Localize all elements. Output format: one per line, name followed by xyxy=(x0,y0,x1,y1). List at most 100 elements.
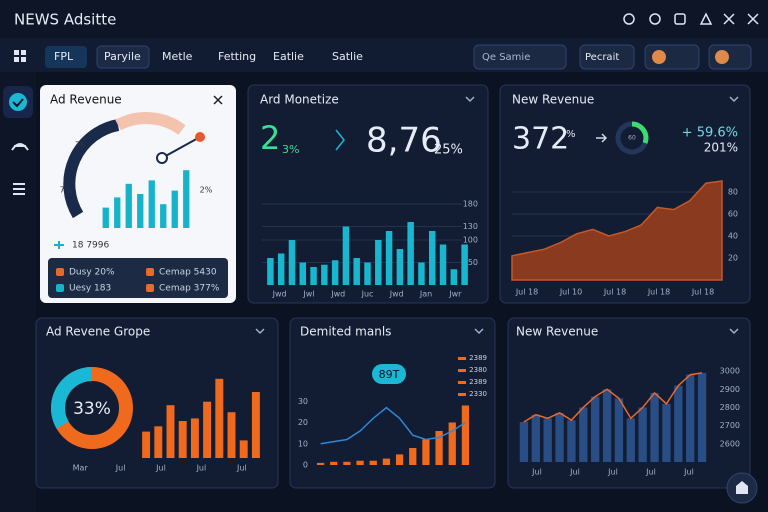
bar xyxy=(215,378,224,458)
x-tick-label: Jul xyxy=(683,468,694,477)
window-icons xyxy=(623,12,759,25)
bar xyxy=(267,258,274,285)
bar xyxy=(288,240,296,285)
chevrons[interactable] xyxy=(255,96,739,335)
x-tick-label: Jan xyxy=(419,290,432,299)
bar xyxy=(650,392,659,462)
bar xyxy=(160,204,167,228)
gauge-dot xyxy=(195,132,205,142)
legend-swatch xyxy=(458,369,466,372)
close-icon[interactable] xyxy=(213,95,223,105)
bar xyxy=(519,422,529,462)
legend-item: 2380 xyxy=(469,366,487,374)
grid-icon[interactable] xyxy=(14,50,26,62)
bar xyxy=(422,439,430,465)
nav-item: Paryile xyxy=(104,50,141,63)
y-tick-label: 2600 xyxy=(720,439,740,448)
bar xyxy=(626,418,635,462)
bar xyxy=(316,462,325,465)
bar xyxy=(342,226,350,285)
gauge-label: 2% xyxy=(200,186,213,195)
nav-item: Satlie xyxy=(332,50,363,63)
area xyxy=(511,180,723,281)
ring-arc xyxy=(631,121,649,144)
bar xyxy=(543,418,552,462)
x-tick-label: Jul xyxy=(531,468,542,477)
bar xyxy=(203,401,212,458)
y-tick-label: 100 xyxy=(463,236,478,245)
stat: % xyxy=(566,129,576,140)
menu-icon[interactable] xyxy=(13,183,25,195)
y-tick-label: 2900 xyxy=(720,385,740,394)
bar xyxy=(183,170,190,228)
search-placeholder: Qe Samie xyxy=(482,52,530,63)
bar xyxy=(531,414,540,462)
stat: 8,76 xyxy=(366,121,442,161)
bar xyxy=(602,389,612,462)
line xyxy=(523,372,703,423)
button-label: Pecrait xyxy=(585,52,619,63)
legend-item: 2389 xyxy=(469,378,487,386)
donut-label: 33% xyxy=(73,399,111,419)
panel-title: Ad Revene Grope xyxy=(46,325,150,339)
bar xyxy=(148,180,155,228)
bar xyxy=(395,454,404,465)
y-tick-label: 80 xyxy=(728,188,738,197)
gauge-label: 7% xyxy=(60,186,73,195)
panel xyxy=(247,84,489,304)
y-tick-label: 0 xyxy=(303,461,308,470)
bar xyxy=(178,421,187,458)
x-tick-label: Jul xyxy=(569,468,580,477)
legend-swatch xyxy=(146,284,154,292)
y-tick-label: 40 xyxy=(728,232,738,241)
x-tick-label: Jul 18 xyxy=(515,288,538,297)
bar xyxy=(353,258,360,285)
donut-segment xyxy=(51,367,133,449)
legend-item: Cemap 5430 xyxy=(159,268,217,278)
panel xyxy=(507,317,751,489)
search-box[interactable] xyxy=(473,44,567,70)
bar xyxy=(227,412,236,458)
bar xyxy=(102,207,109,228)
nav-selected xyxy=(96,45,150,69)
bar xyxy=(239,440,248,458)
bar xyxy=(166,405,175,458)
x-tick-label: Jul 18 xyxy=(603,288,626,297)
bar xyxy=(277,253,285,285)
car-icon[interactable] xyxy=(11,143,29,151)
y-tick-label: 20 xyxy=(728,254,738,263)
bar xyxy=(591,396,600,462)
x-tick-label: Jul xyxy=(236,464,247,473)
legend-swatch xyxy=(458,393,466,396)
bar xyxy=(321,264,328,285)
caption-icon xyxy=(54,241,64,249)
y-tick-label: 180 xyxy=(463,200,478,209)
legend-swatch xyxy=(56,284,64,292)
x-tick-label: Jwl xyxy=(302,290,314,299)
bar xyxy=(369,460,377,465)
legend-box xyxy=(48,258,228,298)
bar xyxy=(375,240,382,285)
x-tick-label: Jwd xyxy=(272,290,287,299)
gauge-needle xyxy=(161,136,201,159)
bar xyxy=(137,194,144,228)
y-tick-label: 2700 xyxy=(720,421,740,430)
bar xyxy=(382,458,391,465)
panel xyxy=(289,317,496,489)
bar xyxy=(142,431,151,458)
bar xyxy=(154,426,163,458)
gauge-label: 76 xyxy=(75,141,85,150)
bar xyxy=(461,405,470,465)
button[interactable] xyxy=(579,44,635,70)
x-tick-label: Jul xyxy=(155,464,166,473)
check-icon[interactable] xyxy=(9,93,27,111)
y-tick-label: 3000 xyxy=(720,367,740,376)
y-tick-label: 30 xyxy=(298,397,308,406)
bar xyxy=(614,398,624,462)
x-tick-label: Juc xyxy=(361,290,374,299)
bar xyxy=(125,183,132,228)
panel-title: Ard Monetize xyxy=(260,93,339,107)
bar xyxy=(356,460,364,465)
